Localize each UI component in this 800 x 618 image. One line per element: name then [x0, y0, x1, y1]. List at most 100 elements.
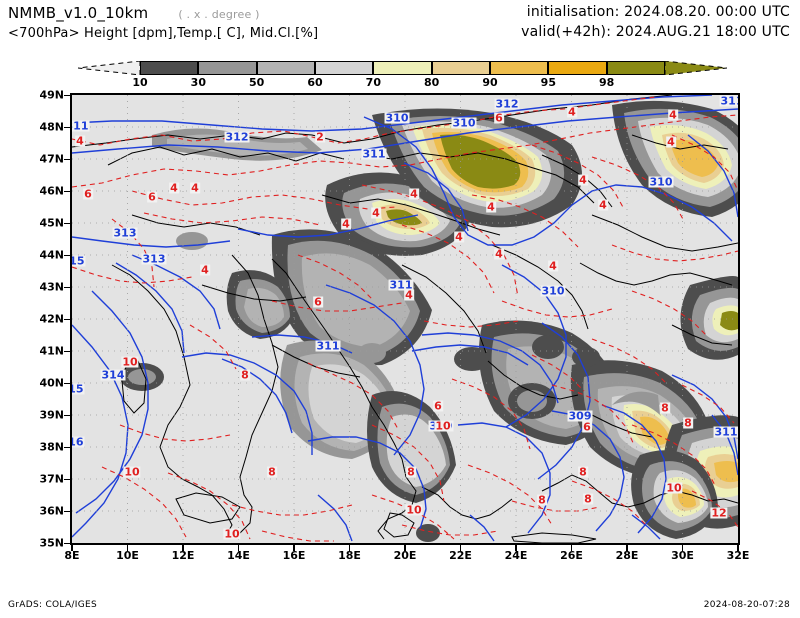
temperature-contour-label: 8	[660, 401, 670, 415]
lon-tick-mark	[348, 545, 351, 551]
lat-tick-label: 46N	[39, 184, 64, 198]
temperature-contour-label: 4	[75, 134, 85, 148]
height-contour-label: 311	[388, 278, 414, 292]
cloud-shading-layer	[120, 100, 738, 542]
lon-tick-mark	[182, 545, 184, 551]
height-contour-label: 311	[719, 95, 738, 107]
temperature-contour-label: 8	[578, 465, 588, 479]
lon-tick-mark	[126, 545, 129, 551]
colorbar-tick-label: 95	[540, 76, 556, 89]
lat-tick-label: 40N	[39, 376, 64, 390]
lat-tick-label: 44N	[39, 248, 64, 262]
height-contour-label: 311	[315, 339, 341, 353]
height-contour-label: 313	[141, 252, 167, 266]
render-timestamp: 2024-08-20-07:28	[703, 600, 790, 610]
temperature-contour-label: 6	[83, 187, 93, 201]
lat-tick-mark	[64, 190, 70, 192]
lon-tick-mark	[515, 545, 517, 551]
colorbar-segment	[373, 61, 432, 75]
grads-credit: GrADS: COLA/IGES	[8, 600, 97, 610]
lon-tick-label: 14E	[227, 549, 250, 562]
temperature-contour-label: 6	[433, 399, 443, 413]
lon-tick-label: 20E	[393, 549, 417, 562]
temperature-contour-label: 10	[434, 419, 452, 433]
lon-tick-label: 10E	[116, 549, 139, 562]
coastline-layer	[72, 95, 738, 543]
temperature-contour-label: 4	[404, 288, 414, 302]
colorbar-tick-label: 70	[365, 76, 381, 89]
lat-tick-mark	[64, 478, 70, 480]
header: NMMB_v1.0_10km ( . x . degree ) <700hPa> …	[0, 0, 800, 50]
colorbar-segment	[256, 61, 315, 75]
colorbar-tick-label: 50	[249, 76, 265, 89]
lat-tick-mark	[64, 510, 70, 512]
temperature-contour-label: 6	[494, 111, 504, 125]
temperature-contour-label: 4	[454, 230, 464, 244]
lon-tick-mark	[681, 545, 684, 551]
lat-tick-label: 41N	[39, 344, 64, 358]
temperature-contour-label: 8	[240, 368, 250, 382]
lon-tick-mark	[570, 545, 573, 551]
lat-tick-label: 48N	[39, 120, 64, 134]
temperature-contour-label: 4	[494, 247, 504, 261]
height-contour-label: 310	[648, 175, 674, 189]
temperature-contour-label: 10	[123, 465, 141, 479]
temperature-contour-label: 4	[341, 217, 351, 231]
model-title: NMMB_v1.0_10km	[8, 4, 149, 22]
header-right: initialisation: 2024.08.20. 00:00 UTC va…	[521, 4, 790, 40]
lat-tick-mark	[64, 126, 70, 128]
lon-tick-mark	[626, 545, 628, 551]
lat-tick-mark	[64, 382, 70, 384]
temperature-contour-label: 4	[666, 135, 676, 149]
lat-tick-label: 45N	[39, 216, 64, 230]
temperature-contour-label: 4	[200, 263, 210, 277]
height-contour-label: 315	[72, 383, 85, 395]
colorbar-tick-label: 30	[190, 76, 206, 89]
temperature-contour-label: 6	[313, 295, 323, 309]
temperature-contour-label: 4	[567, 105, 577, 119]
lat-tick-mark	[64, 350, 70, 352]
temperature-contour-label: 6	[582, 420, 592, 434]
map-canvas	[72, 95, 738, 543]
temperature-contour-label: 4	[598, 198, 608, 212]
lat-tick-mark	[64, 286, 70, 288]
valid-time-text: valid(+42h): 2024.AUG.21 18:00 UTC	[521, 24, 790, 40]
temperature-contour-layer	[72, 96, 738, 542]
colorbar-tick-label: 10	[132, 76, 148, 89]
colorbar-segment	[315, 61, 374, 75]
lon-tick-mark	[293, 545, 295, 551]
height-contour-label: 311	[713, 425, 738, 439]
temperature-contour-label: 4	[190, 181, 200, 195]
height-contour-label: 313	[112, 226, 138, 240]
lat-tick-mark	[64, 446, 70, 448]
lon-tick-mark	[404, 545, 406, 551]
colorbar-low-arrow	[78, 61, 140, 75]
height-contour-layer	[72, 95, 738, 542]
height-contour-label: 314	[100, 368, 126, 382]
field-title: <700hPa> Height [dpm],Temp.[ C], Mid.Cl.…	[8, 26, 319, 41]
lat-tick-label: 49N	[39, 88, 64, 102]
height-contour-label: 316	[72, 436, 85, 448]
colorbar-tick-label: 60	[307, 76, 323, 89]
temperature-contour-label: 8	[583, 492, 593, 506]
lon-tick-label: 32E	[726, 549, 750, 562]
initialisation-text: initialisation: 2024.08.20. 00:00 UTC	[526, 4, 790, 20]
temperature-contour-label: 4	[578, 173, 588, 187]
height-contour-label: 310	[451, 116, 477, 130]
lon-tick-mark	[71, 545, 73, 551]
lat-tick-label: 39N	[39, 408, 64, 422]
lon-tick-label: 16E	[282, 549, 306, 562]
colorbar: 10 30 50 60 70 80 90 95 98	[78, 61, 727, 89]
temperature-contour-label: 12	[710, 506, 728, 520]
colorbar-tick-label: 90	[482, 76, 498, 89]
temperature-contour-label: 10	[121, 355, 139, 369]
lat-tick-label: 36N	[39, 504, 64, 518]
lat-tick-label: 47N	[39, 152, 64, 166]
lat-tick-label: 37N	[39, 472, 64, 486]
height-contour-label: 310	[384, 111, 410, 125]
lat-tick-mark	[64, 542, 70, 544]
colorbar-segment	[140, 61, 199, 75]
colorbar-tick-label: 80	[424, 76, 440, 89]
lat-tick-label: 38N	[39, 440, 64, 454]
